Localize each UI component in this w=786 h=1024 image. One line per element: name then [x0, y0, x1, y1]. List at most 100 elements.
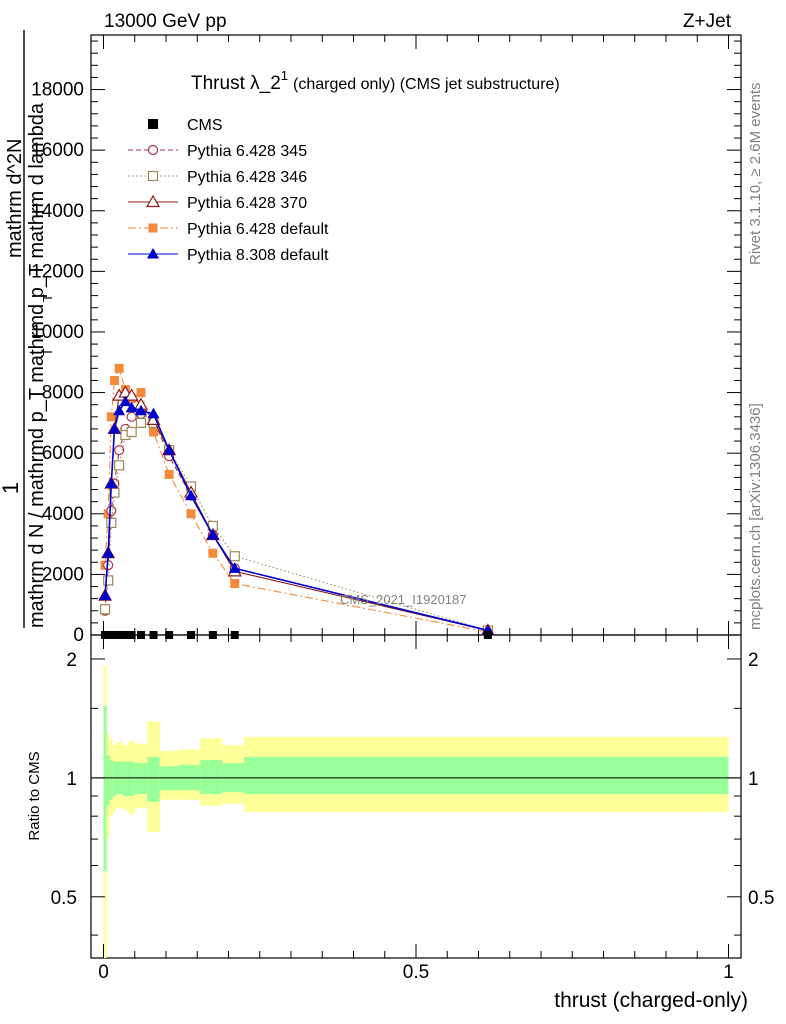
- ratio-y-tick-label: 1: [66, 769, 77, 790]
- data-point: [208, 548, 218, 558]
- data-point: [229, 551, 240, 562]
- ratio-x-tick-label: 0: [98, 962, 109, 983]
- data-point: [106, 517, 117, 528]
- legend-marker: [148, 119, 158, 129]
- data-point: [187, 631, 195, 639]
- series-cms: [101, 631, 492, 639]
- ratio-band-inner: [112, 761, 116, 796]
- data-point: [149, 427, 158, 437]
- data-point: [136, 388, 146, 398]
- ratio-y-tick-label: 0.5: [51, 888, 77, 909]
- data-point: [164, 469, 174, 479]
- data-point: [135, 404, 147, 416]
- legend-item: Pythia 6.428 345: [128, 143, 307, 160]
- data-point: [230, 631, 239, 639]
- plot-title-main: Thrust λ_2: [191, 73, 281, 94]
- data-point: [110, 631, 119, 639]
- series-line: [104, 366, 488, 633]
- legend-item: Pythia 6.428 default: [128, 221, 329, 238]
- main-y-tick-label: 8000: [42, 383, 84, 404]
- data-point: [148, 223, 158, 233]
- main-y-tick-label: 6000: [42, 443, 84, 464]
- ratio-y-tick-label: 2: [66, 650, 77, 671]
- data-point: [121, 631, 130, 639]
- ratio-y-tick-label-right: 1: [748, 769, 759, 790]
- ratio-band-inner: [109, 759, 113, 800]
- main-y-tick-label: 18000: [31, 80, 84, 101]
- legend-label: Pythia 6.428 345: [187, 143, 307, 160]
- y-label-subscript-t2: T: [40, 294, 55, 302]
- data-point: [109, 375, 119, 385]
- legend-item: Pythia 8.308 default: [128, 247, 329, 264]
- main-y-tick-label: 10000: [31, 322, 84, 343]
- series-layer: [98, 363, 495, 639]
- legend-label: Pythia 6.428 default: [187, 221, 329, 238]
- data-point: [228, 562, 241, 573]
- ratio-band-inner: [122, 761, 129, 796]
- series-pythia-8-308-default: [99, 395, 494, 635]
- data-point: [114, 363, 124, 373]
- main-y-tick-label: 12000: [31, 261, 84, 282]
- main-axis-ticks: [91, 35, 741, 636]
- ratio-band-inner: [134, 763, 148, 795]
- data-point: [114, 445, 125, 456]
- plot-title-suffix: (charged only) (CMS jet substructure): [293, 76, 560, 93]
- data-point: [124, 388, 139, 401]
- data-point: [147, 248, 159, 259]
- ratio-y-axis-label: Ratio to CMS: [26, 751, 43, 840]
- legend-item: Pythia 6.428 370: [128, 194, 307, 212]
- data-point: [102, 547, 115, 558]
- data-point: [106, 412, 116, 422]
- data-point: [119, 395, 132, 407]
- main-y-tick-label: 14000: [31, 201, 84, 222]
- y-label-subscript-t: T: [40, 348, 55, 356]
- data-point: [108, 422, 121, 434]
- data-point: [126, 426, 137, 438]
- data-point: [163, 444, 176, 455]
- ratio-uncertainty-bands: [103, 665, 729, 958]
- legend: CMS Pythia 6.428 345 Pythia 6.428 346 Pythi…: [128, 117, 329, 264]
- main-y-tick-labels: 0 2000 4000 6000 8000 10000 12000 14000 16000 180…: [31, 80, 84, 646]
- legend-label: Pythia 8.308 default: [187, 247, 329, 264]
- y-label-denominator: mathrm d N / mathrmd p_T mathrmd p_T mat…: [26, 102, 48, 628]
- main-y-tick-label: 16000: [31, 140, 84, 161]
- y-label-numerator: mathrm d^2N: [4, 139, 26, 258]
- x-axis-label: thrust (charged-only): [554, 989, 748, 1012]
- data-point: [165, 631, 174, 639]
- analysis-watermark: CMS_2021_I1920187: [340, 592, 467, 607]
- data-point: [145, 194, 161, 208]
- data-point: [483, 631, 492, 639]
- data-point: [106, 505, 117, 516]
- data-point: [125, 401, 138, 413]
- main-y-tick-label: 0: [73, 625, 84, 646]
- rivet-version-label: Rivet 3.1.10, ≥ 2.6M events: [747, 83, 764, 266]
- data-point: [114, 460, 125, 471]
- data-point: [127, 631, 136, 639]
- legend-item: Pythia 6.428 346: [128, 169, 307, 186]
- data-point: [135, 417, 147, 428]
- plot-title-superscript: 1: [281, 68, 288, 83]
- main-y-axis-label: 1 mathrm d N / mathrmd p_T mathrmd p_T m…: [0, 30, 55, 628]
- data-point: [137, 631, 145, 639]
- ratio-y-tick-label-right: 2: [748, 650, 759, 671]
- data-point: [185, 489, 197, 501]
- data-point: [99, 589, 112, 601]
- data-point: [230, 578, 240, 588]
- plot-title: Thrust λ_21 (charged only) (CMS jet subst…: [191, 68, 560, 94]
- legend-label: Pythia 6.428 346: [187, 169, 307, 186]
- ratio-y-tick-label-right: 0.5: [748, 888, 774, 909]
- legend-label: Pythia 6.428 370: [187, 195, 307, 212]
- data-point: [186, 509, 196, 519]
- ratio-band-inner: [106, 755, 110, 806]
- ratio-band-inner: [244, 756, 729, 795]
- legend-item: CMS: [148, 117, 223, 134]
- ratio-x-tick-label: 1: [723, 962, 734, 983]
- ratio-axis-ticks: [91, 635, 741, 958]
- ratio-y-tick-labels: 0.5 0.5 1 1 2 2: [51, 650, 775, 909]
- y-label-one: 1: [0, 482, 23, 494]
- ratio-band-inner: [147, 756, 160, 802]
- data-point: [103, 575, 114, 586]
- series-line: [104, 400, 489, 632]
- header-energy-label: 13000 GeV pp: [104, 11, 227, 32]
